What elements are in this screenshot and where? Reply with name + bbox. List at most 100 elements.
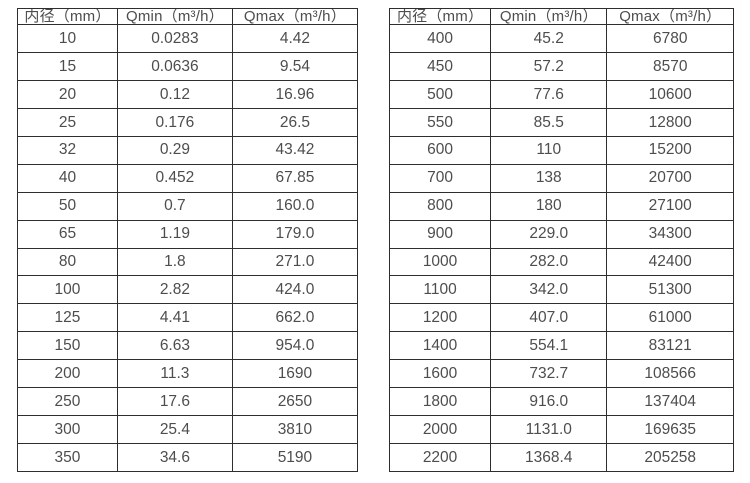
cell-qmin: 0.29 bbox=[116, 135, 233, 165]
table-row: 250 17.6 2650 bbox=[17, 387, 359, 417]
cell-qmax: 3810 bbox=[231, 415, 359, 445]
cell-qmin: 0.7 bbox=[116, 191, 233, 221]
cell-qmax: 43.42 bbox=[231, 135, 359, 165]
cell-diameter: 1400 bbox=[388, 331, 492, 361]
cell-diameter: 200 bbox=[17, 359, 118, 389]
cell-qmax: 179.0 bbox=[231, 219, 359, 249]
table-row: 25 0.176 26.5 bbox=[17, 107, 359, 137]
cell-qmin: 17.6 bbox=[116, 387, 233, 417]
cell-qmin: 554.1 bbox=[490, 331, 608, 361]
cell-qmax: 2650 bbox=[231, 387, 359, 417]
cell-qmax: 205258 bbox=[606, 443, 734, 472]
cell-qmax: 9.54 bbox=[231, 51, 359, 81]
table-row: 40 0.452 67.85 bbox=[17, 163, 359, 193]
table-header-row: 内径（mm） Qmin（m³/h） Qmax（m³/h） bbox=[17, 8, 359, 25]
cell-diameter: 2200 bbox=[388, 443, 492, 472]
cell-diameter: 80 bbox=[17, 247, 118, 277]
cell-qmin: 0.0636 bbox=[116, 51, 233, 81]
cell-diameter: 800 bbox=[388, 191, 492, 221]
cell-qmin: 916.0 bbox=[490, 387, 608, 417]
cell-qmin: 342.0 bbox=[490, 275, 608, 305]
table-row: 1100 342.0 51300 bbox=[388, 275, 734, 305]
cell-qmin: 180 bbox=[490, 191, 608, 221]
cell-diameter: 40 bbox=[17, 163, 118, 193]
cell-qmax: 26.5 bbox=[231, 107, 359, 137]
cell-qmin: 0.176 bbox=[116, 107, 233, 137]
cell-diameter: 1000 bbox=[388, 247, 492, 277]
cell-qmin: 732.7 bbox=[490, 359, 608, 389]
cell-diameter: 300 bbox=[17, 415, 118, 445]
flow-table-small-diameters: 内径（mm） Qmin（m³/h） Qmax（m³/h） 10 0.0283 4.4… bbox=[17, 8, 359, 472]
table-row: 2000 1131.0 169635 bbox=[388, 415, 734, 445]
table-body: 400 45.2 6780 450 57.2 8570 500 77.6 10600 550 85.… bbox=[388, 24, 734, 472]
cell-qmin: 0.452 bbox=[116, 163, 233, 193]
header-inner-diameter: 内径（mm） bbox=[17, 8, 118, 25]
cell-qmax: 20700 bbox=[606, 163, 734, 193]
cell-diameter: 25 bbox=[17, 107, 118, 137]
cell-diameter: 500 bbox=[388, 79, 492, 109]
table-row: 500 77.6 10600 bbox=[388, 79, 734, 109]
cell-qmin: 57.2 bbox=[490, 51, 608, 81]
header-qmax: Qmax（m³/h） bbox=[606, 8, 734, 25]
table-row: 1600 732.7 108566 bbox=[388, 359, 734, 389]
cell-qmin: 2.82 bbox=[116, 275, 233, 305]
cell-qmax: 10600 bbox=[606, 79, 734, 109]
cell-diameter: 1800 bbox=[388, 387, 492, 417]
table-row: 600 110 15200 bbox=[388, 135, 734, 165]
cell-qmax: 1690 bbox=[231, 359, 359, 389]
cell-qmax: 51300 bbox=[606, 275, 734, 305]
cell-qmin: 1131.0 bbox=[490, 415, 608, 445]
cell-qmin: 110 bbox=[490, 135, 608, 165]
cell-qmin: 1.8 bbox=[116, 247, 233, 277]
cell-qmin: 85.5 bbox=[490, 107, 608, 137]
cell-diameter: 900 bbox=[388, 219, 492, 249]
cell-qmin: 6.63 bbox=[116, 331, 233, 361]
header-qmin: Qmin（m³/h） bbox=[116, 8, 233, 25]
cell-qmax: 424.0 bbox=[231, 275, 359, 305]
cell-qmax: 12800 bbox=[606, 107, 734, 137]
cell-qmax: 271.0 bbox=[231, 247, 359, 277]
cell-diameter: 700 bbox=[388, 163, 492, 193]
cell-qmax: 34300 bbox=[606, 219, 734, 249]
cell-diameter: 400 bbox=[388, 24, 492, 53]
table-row: 125 4.41 662.0 bbox=[17, 303, 359, 333]
cell-qmin: 77.6 bbox=[490, 79, 608, 109]
cell-diameter: 65 bbox=[17, 219, 118, 249]
cell-qmax: 169635 bbox=[606, 415, 734, 445]
cell-qmax: 160.0 bbox=[231, 191, 359, 221]
cell-qmax: 27100 bbox=[606, 191, 734, 221]
table-row: 1400 554.1 83121 bbox=[388, 331, 734, 361]
table-row: 50 0.7 160.0 bbox=[17, 191, 359, 221]
cell-diameter: 600 bbox=[388, 135, 492, 165]
cell-diameter: 250 bbox=[17, 387, 118, 417]
table-row: 2200 1368.4 205258 bbox=[388, 443, 734, 472]
cell-diameter: 150 bbox=[17, 331, 118, 361]
table-row: 300 25.4 3810 bbox=[17, 415, 359, 445]
table-row: 80 1.8 271.0 bbox=[17, 247, 359, 277]
table-row: 700 138 20700 bbox=[388, 163, 734, 193]
cell-qmax: 5190 bbox=[231, 443, 359, 472]
table-row: 65 1.19 179.0 bbox=[17, 219, 359, 249]
cell-qmax: 67.85 bbox=[231, 163, 359, 193]
cell-qmin: 1.19 bbox=[116, 219, 233, 249]
cell-qmin: 229.0 bbox=[490, 219, 608, 249]
table-row: 1200 407.0 61000 bbox=[388, 303, 734, 333]
table-row: 15 0.0636 9.54 bbox=[17, 51, 359, 81]
table-row: 800 180 27100 bbox=[388, 191, 734, 221]
cell-qmax: 83121 bbox=[606, 331, 734, 361]
table-row: 20 0.12 16.96 bbox=[17, 79, 359, 109]
cell-qmin: 0.12 bbox=[116, 79, 233, 109]
header-qmax: Qmax（m³/h） bbox=[231, 8, 359, 25]
cell-diameter: 450 bbox=[388, 51, 492, 81]
cell-qmin: 407.0 bbox=[490, 303, 608, 333]
cell-diameter: 100 bbox=[17, 275, 118, 305]
cell-diameter: 1600 bbox=[388, 359, 492, 389]
cell-qmin: 11.3 bbox=[116, 359, 233, 389]
table-row: 900 229.0 34300 bbox=[388, 219, 734, 249]
table-row: 1800 916.0 137404 bbox=[388, 387, 734, 417]
cell-diameter: 1200 bbox=[388, 303, 492, 333]
cell-qmax: 137404 bbox=[606, 387, 734, 417]
cell-qmax: 42400 bbox=[606, 247, 734, 277]
table-row: 100 2.82 424.0 bbox=[17, 275, 359, 305]
